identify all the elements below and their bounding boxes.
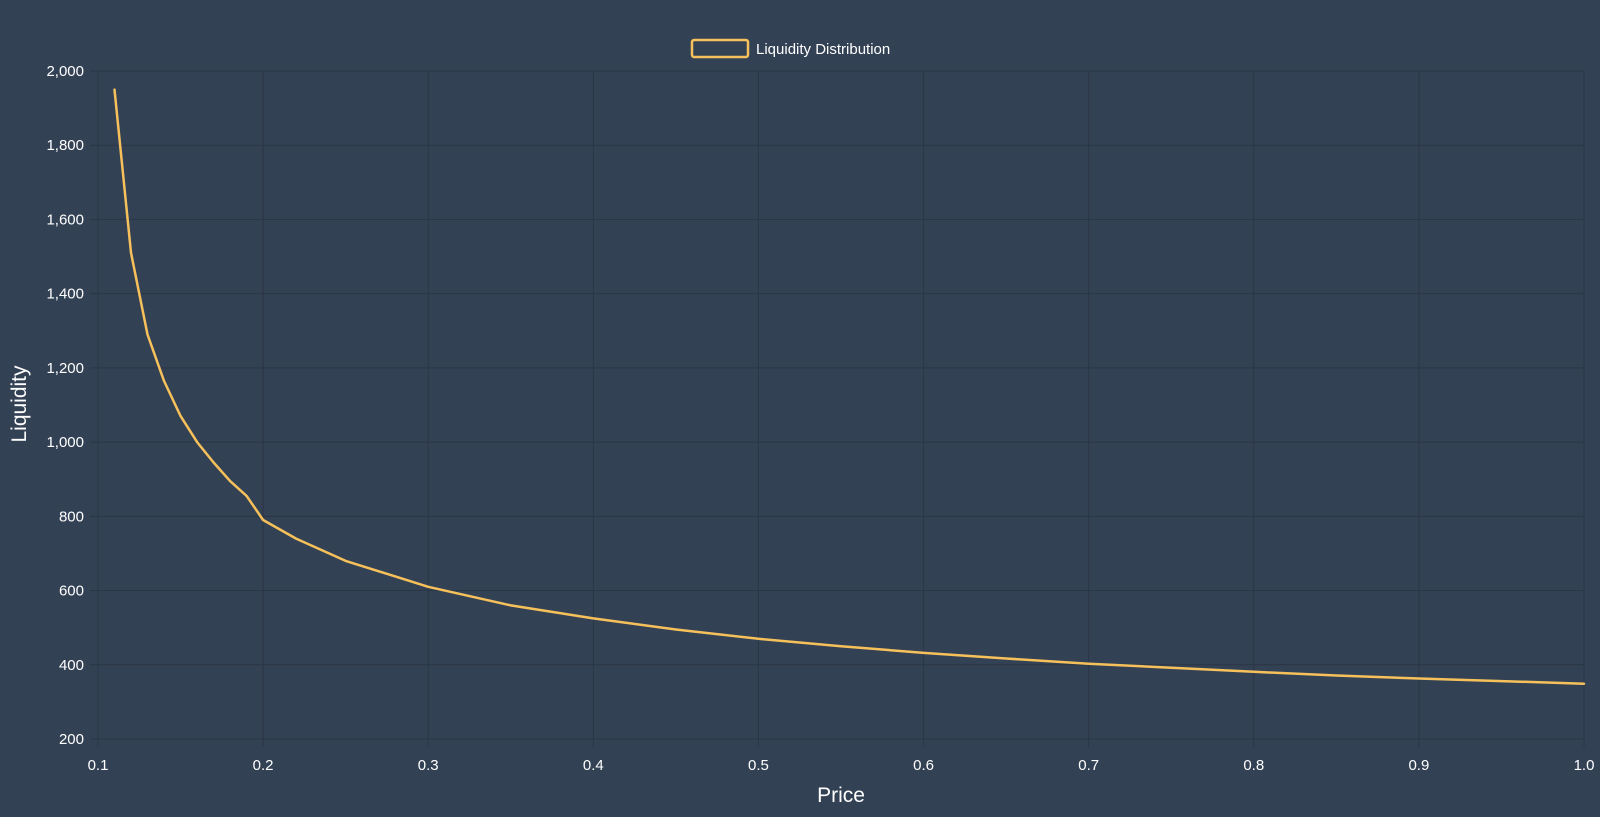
grid — [90, 70, 1585, 747]
data-point[interactable] — [425, 584, 431, 590]
data-point[interactable] — [921, 650, 927, 656]
y-tick-label: 800 — [59, 508, 84, 525]
x-tick-label: 0.4 — [583, 757, 604, 774]
data-point[interactable] — [1416, 676, 1422, 682]
x-tick-label: 0.3 — [418, 757, 439, 774]
data-point[interactable] — [227, 478, 233, 484]
y-tick-label: 1,400 — [46, 286, 84, 303]
data-point[interactable] — [293, 536, 299, 542]
x-tick-label: 0.8 — [1243, 757, 1264, 774]
y-tick-label: 1,600 — [46, 211, 84, 228]
y-tick-label: 1,800 — [46, 137, 84, 154]
series-layer — [112, 87, 1587, 687]
x-tick-label: 0.9 — [1408, 757, 1429, 774]
y-tick-label: 400 — [59, 657, 84, 674]
y-tick-label: 1,000 — [46, 434, 84, 451]
data-point[interactable] — [178, 413, 184, 419]
data-point[interactable] — [260, 517, 266, 523]
data-point[interactable] — [1333, 673, 1339, 679]
y-tick-label: 200 — [59, 731, 84, 748]
data-point[interactable] — [1498, 678, 1504, 684]
data-point[interactable] — [1086, 661, 1092, 667]
data-point[interactable] — [343, 558, 349, 564]
y-axis-title: Liquidity — [8, 365, 31, 443]
data-point[interactable] — [508, 602, 514, 608]
x-tick-label: 0.2 — [253, 757, 274, 774]
y-tick-label: 1,200 — [46, 360, 84, 377]
y-tick-label: 2,000 — [46, 63, 84, 80]
data-point[interactable] — [1003, 655, 1009, 661]
data-point[interactable] — [161, 378, 167, 384]
x-tick-label: 0.7 — [1078, 757, 1099, 774]
x-tick-label: 0.6 — [913, 757, 934, 774]
legend-label[interactable]: Liquidity Distribution — [756, 41, 890, 58]
data-point[interactable] — [590, 615, 596, 621]
data-point[interactable] — [145, 331, 151, 337]
data-point[interactable] — [244, 493, 250, 499]
data-point[interactable] — [1168, 665, 1174, 671]
legend-swatch[interactable] — [690, 38, 750, 59]
x-tick-label: 1.0 — [1574, 757, 1595, 774]
legend[interactable]: Liquidity Distribution — [690, 38, 890, 59]
x-tick-label: 0.1 — [88, 757, 109, 774]
axes: 0.1 0.2 0.3 0.4 0.5 0.6 0.7 0.8 0.9 1.0 200 400 600 8… — [46, 63, 1594, 774]
data-point[interactable] — [194, 439, 200, 445]
data-point[interactable] — [673, 627, 679, 633]
series-line-liquidity-distribution[interactable] — [113, 88, 1586, 685]
data-point[interactable] — [1251, 669, 1257, 675]
data-point[interactable] — [838, 643, 844, 649]
data-point[interactable] — [128, 250, 134, 256]
data-point[interactable] — [112, 87, 118, 93]
x-axis-title: Price — [817, 784, 865, 807]
y-tick-label: 600 — [59, 583, 84, 600]
data-point[interactable] — [755, 636, 761, 642]
x-tick-label: 0.5 — [748, 757, 769, 774]
data-point[interactable] — [211, 460, 217, 466]
data-point[interactable] — [1581, 681, 1587, 687]
